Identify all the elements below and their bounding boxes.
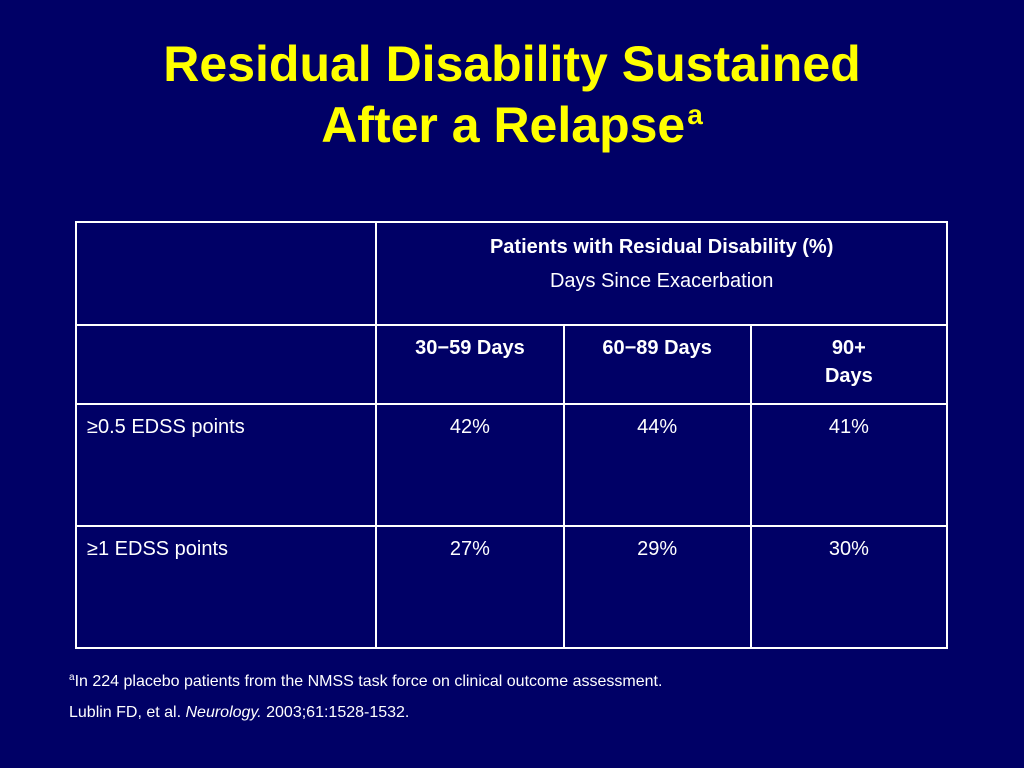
empty-subheader-cell: [74, 324, 378, 405]
table-header-subtitle: Days Since Exacerbation: [549, 270, 774, 292]
value-cell: 30%: [749, 525, 949, 649]
column-header-30-59: 30−59 Days: [375, 324, 565, 405]
empty-corner-cell: [74, 221, 378, 326]
footnote-marker: a: [69, 672, 75, 683]
value-cell: 29%: [562, 525, 752, 649]
citation-line: Lublin FD, et al. Neurology. 2003;61:152…: [69, 698, 662, 727]
value-cell: 41%: [749, 403, 949, 527]
column-header-line: 90+: [831, 337, 866, 359]
table-header-row: Patients with Residual Disability (%) Da…: [74, 221, 948, 326]
citation-journal: Neurology.: [185, 704, 262, 721]
slide-title: Residual Disability Sustained After a Re…: [0, 34, 1024, 163]
title-footnote-marker: a: [687, 99, 703, 130]
column-header-line: 60−89 Days: [602, 337, 712, 359]
table-subheader-row: 30−59 Days 60−89 Days 90+ Days: [74, 324, 949, 405]
table-row: ≥1 EDSS points 27% 29% 30%: [74, 525, 949, 649]
value-cell: 27%: [375, 525, 565, 649]
column-header-line-2: Days: [824, 365, 873, 387]
title-line-2: After a Relapsea: [0, 95, 1024, 163]
value-cell: 44%: [562, 403, 752, 527]
footnote-text: In 224 placebo patients from the NMSS ta…: [74, 673, 663, 690]
value-cell: 42%: [375, 403, 565, 527]
column-header-60-89: 60−89 Days: [562, 324, 752, 405]
footnote-line: aIn 224 placebo patients from the NMSS t…: [69, 667, 662, 698]
column-header-90-plus: 90+ Days: [749, 324, 949, 405]
title-line-1: Residual Disability Sustained: [163, 36, 861, 92]
disability-table: Patients with Residual Disability (%) Da…: [74, 221, 949, 649]
footnote: aIn 224 placebo patients from the NMSS t…: [69, 667, 662, 727]
table-header-title: Patients with Residual Disability (%): [489, 236, 834, 258]
column-header-line: 30−59 Days: [415, 337, 525, 359]
table-row: ≥0.5 EDSS points 42% 44% 41%: [74, 403, 949, 527]
table-header-cell: Patients with Residual Disability (%) Da…: [375, 221, 948, 326]
citation-authors: Lublin FD, et al.: [69, 704, 186, 721]
citation-details: 2003;61:1528-1532.: [261, 704, 410, 721]
row-label: ≥1 EDSS points: [74, 525, 378, 649]
title-line-2-text: After a Relapse: [321, 97, 686, 153]
row-label: ≥0.5 EDSS points: [74, 403, 378, 527]
